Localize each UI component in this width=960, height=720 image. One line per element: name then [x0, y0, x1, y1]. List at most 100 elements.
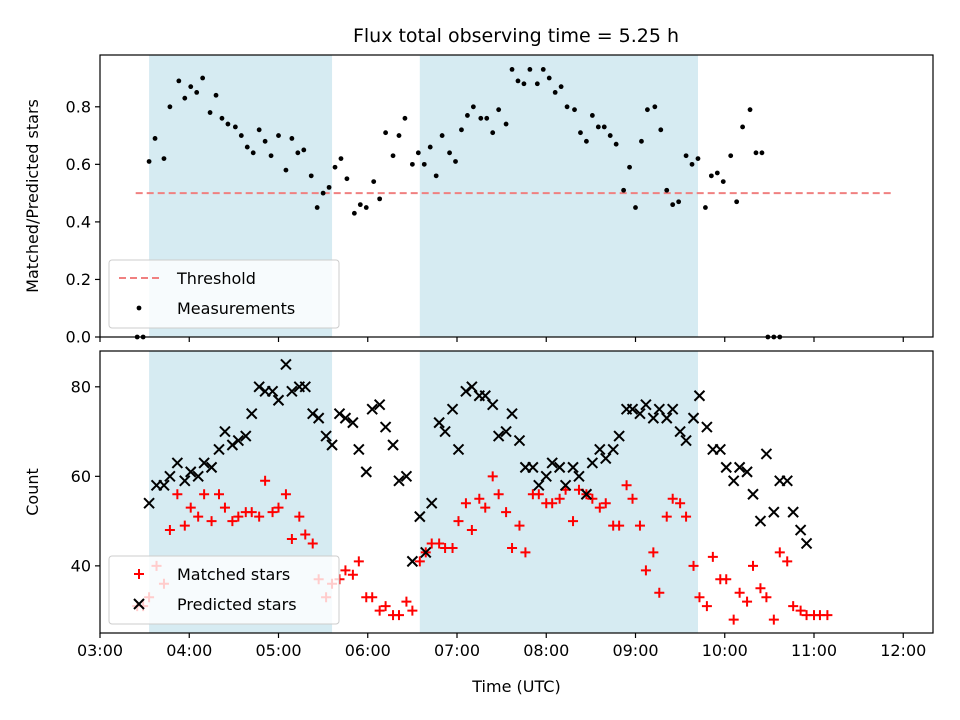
data-point	[584, 138, 589, 144]
data-point	[366, 403, 378, 415]
data-point	[447, 150, 452, 156]
data-point	[332, 164, 338, 170]
data-point	[188, 84, 194, 90]
legend-label: Threshold	[176, 269, 256, 288]
data-point	[515, 78, 521, 84]
legend-label: Predicted stars	[177, 595, 297, 614]
data-point	[478, 115, 484, 121]
data-point	[253, 381, 265, 393]
data-point	[262, 138, 268, 144]
data-point	[675, 498, 686, 509]
y-axis-label: Matched/Predicted stars	[23, 99, 42, 293]
data-point	[781, 475, 793, 487]
data-point	[795, 605, 806, 616]
top-panel: 0.0 0.2 0.4 0.6 0.8 Matched/Predicted stars Th…	[23, 54, 934, 347]
data-point	[194, 90, 200, 95]
data-point	[490, 130, 496, 136]
data-point	[527, 66, 533, 72]
data-point	[294, 511, 305, 522]
data-point	[326, 439, 338, 451]
data-point	[607, 133, 613, 138]
data-point	[233, 511, 244, 522]
data-point	[800, 537, 813, 550]
data-point	[621, 480, 632, 491]
data-point	[238, 133, 244, 138]
data-point	[728, 153, 734, 159]
data-point	[487, 471, 498, 482]
x-tick-label: 07:00	[434, 641, 480, 660]
data-point	[439, 425, 451, 438]
data-point	[634, 407, 646, 420]
data-point	[340, 565, 351, 576]
data-point	[633, 205, 638, 210]
data-point	[400, 470, 413, 483]
data-point	[681, 511, 692, 522]
x-tick-label: 08:00	[523, 641, 569, 660]
data-point	[193, 511, 204, 522]
data-point	[452, 443, 465, 456]
data-point	[721, 574, 732, 585]
data-point	[466, 525, 477, 536]
data-point	[753, 150, 759, 156]
data-point	[185, 466, 197, 478]
legend-label: Matched stars	[177, 565, 290, 584]
data-point	[246, 507, 257, 518]
data-point	[688, 560, 699, 571]
data-point	[586, 457, 599, 469]
data-point	[546, 457, 558, 469]
x-tick-label: 11:00	[791, 641, 837, 660]
data-point	[219, 425, 231, 438]
data-point	[295, 150, 301, 156]
data-point	[164, 525, 175, 536]
data-point	[768, 506, 780, 518]
data-point	[307, 538, 318, 549]
x-tick-label: 04:00	[166, 641, 212, 660]
data-point	[640, 565, 651, 576]
data-point	[707, 551, 718, 562]
bottom-panel: 03:00 04:00 05:00 06:00 07:00 08:00 09:00 10:00…	[23, 350, 934, 696]
data-point	[276, 133, 281, 138]
data-point	[390, 153, 396, 159]
data-point	[213, 92, 219, 98]
data-point	[299, 381, 311, 393]
data-point	[589, 113, 595, 118]
data-point	[227, 516, 238, 527]
data-point	[179, 520, 190, 531]
data-point	[407, 605, 418, 616]
data-point	[741, 466, 753, 478]
data-point	[613, 430, 625, 442]
data-point	[226, 439, 239, 451]
data-point	[460, 385, 472, 397]
data-point	[353, 443, 365, 456]
data-point	[453, 516, 464, 527]
data-point	[580, 488, 593, 500]
data-point	[152, 136, 158, 141]
y-tick-label: 0.0	[66, 328, 91, 347]
data-point	[480, 502, 491, 513]
data-point	[587, 493, 598, 504]
data-point	[595, 124, 601, 130]
data-point	[401, 596, 412, 607]
data-point	[653, 403, 666, 415]
data-point	[409, 161, 415, 167]
data-point	[289, 136, 295, 141]
data-point	[640, 399, 652, 411]
legend-frame	[108, 555, 340, 625]
data-point	[205, 461, 218, 474]
legend-handle	[133, 598, 145, 610]
data-point	[200, 75, 206, 81]
data-point	[225, 121, 231, 127]
data-point	[601, 124, 607, 130]
data-point	[634, 520, 645, 531]
data-point	[759, 150, 765, 156]
data-point	[607, 443, 619, 456]
data-point	[379, 421, 392, 433]
data-point	[540, 470, 552, 483]
data-point	[213, 443, 225, 456]
data-point	[286, 534, 297, 544]
data-point	[558, 84, 564, 90]
data-point	[192, 470, 204, 483]
y-tick-label: 0.2	[66, 270, 91, 289]
data-point	[727, 475, 740, 487]
data-point	[207, 110, 213, 115]
